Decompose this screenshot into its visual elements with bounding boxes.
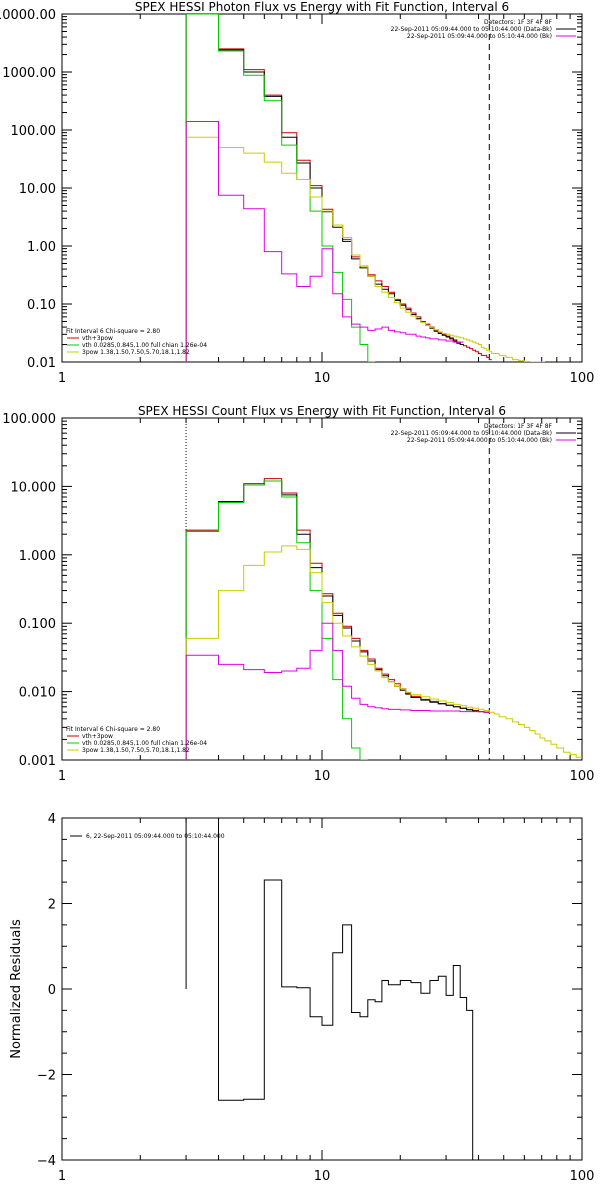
x-tick-label: 10 [314,769,331,784]
y-axis-label: Normalized Residuals [9,919,24,1059]
legend-entry: Detectors: 1F 3F 4F 8F [484,19,553,26]
legend-entry: vth 0.0285,0.845,1.00 full chian 1.26e-0… [82,342,207,349]
legend-entry: Fit Interval 6 Chi-square = 2.80 [66,328,160,335]
y-tick-label: 0.010 [19,686,56,701]
x-tick-label: 100 [570,769,595,784]
series-line-data-bk [185,14,464,362]
legend-entry: 3pow 1.38,1.50,7.50,5.70,18.1,1.82 [82,349,190,356]
y-tick-label: 1.00 [27,240,56,255]
legend-entry: vth 0.0285,0.845,1.00 full chian 1.26e-0… [82,740,207,747]
y-tick-label: 0.001 [19,754,56,769]
legend-entry: 22-Sep-2011 05:09:44.000 to 05:10:44.000… [391,26,552,33]
x-tick-label: 10 [314,371,331,386]
series-line-vth [185,480,368,760]
y-tick-label: 0.01 [27,356,56,371]
series-line-bk [185,622,490,760]
y-tick-label: 1000.00 [2,66,56,81]
series-group [185,818,474,1160]
legend-entry: vth+3pow [82,335,113,342]
y-tick-label: 10.00 [19,182,56,197]
x-tick-label: 10 [314,1169,331,1184]
x-tick-label: 1 [58,769,66,784]
series-group [185,14,545,362]
series-line-vth [185,14,376,362]
x-tick-label: 100 [570,371,595,386]
y-tick-label: 0.10 [27,298,56,313]
chart-title: SPEX HESSI Photon Flux vs Energy with Fi… [135,0,509,14]
series-line-bk [185,121,464,362]
series-line-3pow [185,136,545,362]
legend-entry: vth+3pow [82,733,113,740]
plot-frame [61,817,583,1161]
y-tick-label: 100.00 [11,124,57,139]
legend-entry: 3pow 1.38,1.50,7.50,5.70,18.1,1.82 [82,747,190,754]
legend-entry: 22-Sep-2011 05:09:44.000 to 05:10:44.000… [407,437,552,444]
series-line-vth-3pow [185,478,490,760]
chart-panel-2: SPEX HESSI Count Flux vs Energy with Fit… [2,404,594,784]
legend-entry: Detectors: 1F 3F 4F 8F [484,423,553,430]
y-tick-label: 1.000 [19,549,56,564]
x-tick-label: 1 [58,1169,66,1184]
y-tick-label: 2 [48,898,56,913]
legend-entry: 6, 22-Sep-2011 05:09:44.000 to 05:10:44.… [86,833,225,840]
y-tick-label: −4 [37,1154,56,1169]
chart-panel-3: 1 10 100 −4 −2 0 2 4 Normalized Residuals 6, 22-S… [9,812,594,1184]
x-tick-label: 100 [570,1169,595,1184]
series-line-data-bk [185,480,490,760]
x-tick-label: 1 [58,371,66,386]
series-line-residuals [185,818,474,1160]
y-tick-label: −2 [37,1069,56,1084]
legend-entry: 22-Sep-2011 05:09:44.000 to 05:10:44.000… [407,33,552,40]
chart-title: SPEX HESSI Count Flux vs Energy with Fit… [138,404,506,418]
y-tick-label: 0.100 [19,617,56,632]
series-line-3pow [185,545,582,760]
y-tick-label: 10000.00 [0,8,56,23]
legend-entry: Fit Interval 6 Chi-square = 2.80 [66,726,160,733]
y-tick-label: 10.000 [11,480,57,495]
legend-entry: 22-Sep-2011 05:09:44.000 to 05:10:44.000… [391,430,552,437]
y-tick-label: 0 [48,983,56,998]
chart-panel-1: SPEX HESSI Photon Flux vs Energy with Fi… [0,0,594,386]
y-tick-label: 4 [48,812,56,827]
series-group [185,478,582,760]
y-tick-label: 100.000 [2,412,56,427]
series-line-vth-3pow [185,14,492,362]
